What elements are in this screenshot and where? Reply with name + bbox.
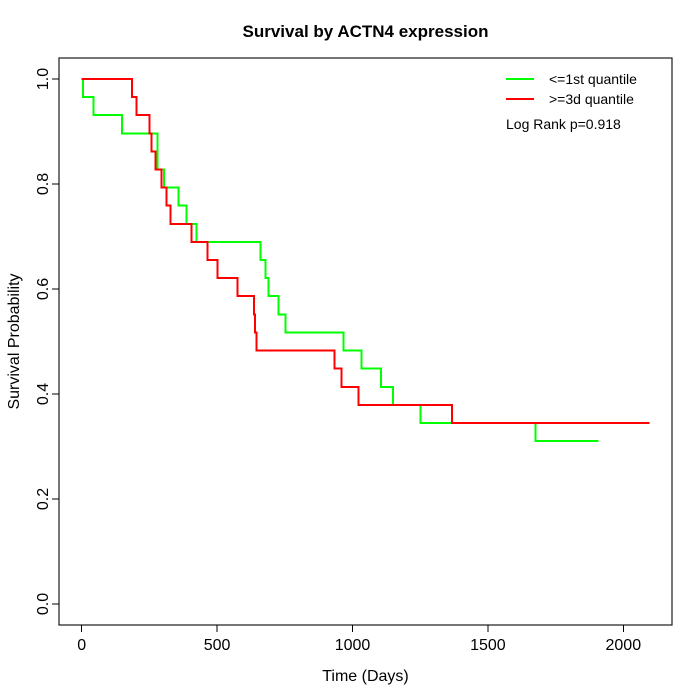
y-axis-title: Survival Probability <box>6 273 23 409</box>
x-axis-title: Time (Days) <box>322 668 409 685</box>
y-tick-label: 0.4 <box>35 383 52 405</box>
legend: <=1st quantile >=3d quantile Log Rank p=… <box>506 69 637 132</box>
legend-label: >=3d quantile <box>549 91 634 107</box>
y-tick-label: 0.8 <box>35 173 52 195</box>
chart-layer: 0 500 1000 1500 2000 0.0 0.2 0.4 0.6 0.8 1.0 <box>35 57 673 654</box>
x-tick-label: 1500 <box>470 637 506 654</box>
y-tick-label: 0.6 <box>35 278 52 300</box>
x-tick-label: 500 <box>204 637 231 654</box>
y-tick-label: 0.0 <box>35 593 52 615</box>
legend-label: <=1st quantile <box>549 71 637 87</box>
plot-box <box>58 57 673 626</box>
series-path-red <box>81 78 650 424</box>
legend-item: <=1st quantile <box>506 69 637 89</box>
chart-title: Survival by ACTN4 expression <box>242 22 489 41</box>
y-tick-label: 1.0 <box>35 68 52 90</box>
x-tick-label: 1000 <box>335 637 371 654</box>
logrank-annotation: Log Rank p=0.918 <box>506 116 621 132</box>
series-path-green <box>81 78 599 443</box>
legend-item: >=3d quantile <box>506 89 637 109</box>
x-tick-label: 0 <box>77 637 86 654</box>
legend-line-red <box>506 98 534 100</box>
x-tick-label: 2000 <box>606 637 642 654</box>
y-tick-label: 0.2 <box>35 488 52 510</box>
legend-line-green <box>506 78 534 80</box>
